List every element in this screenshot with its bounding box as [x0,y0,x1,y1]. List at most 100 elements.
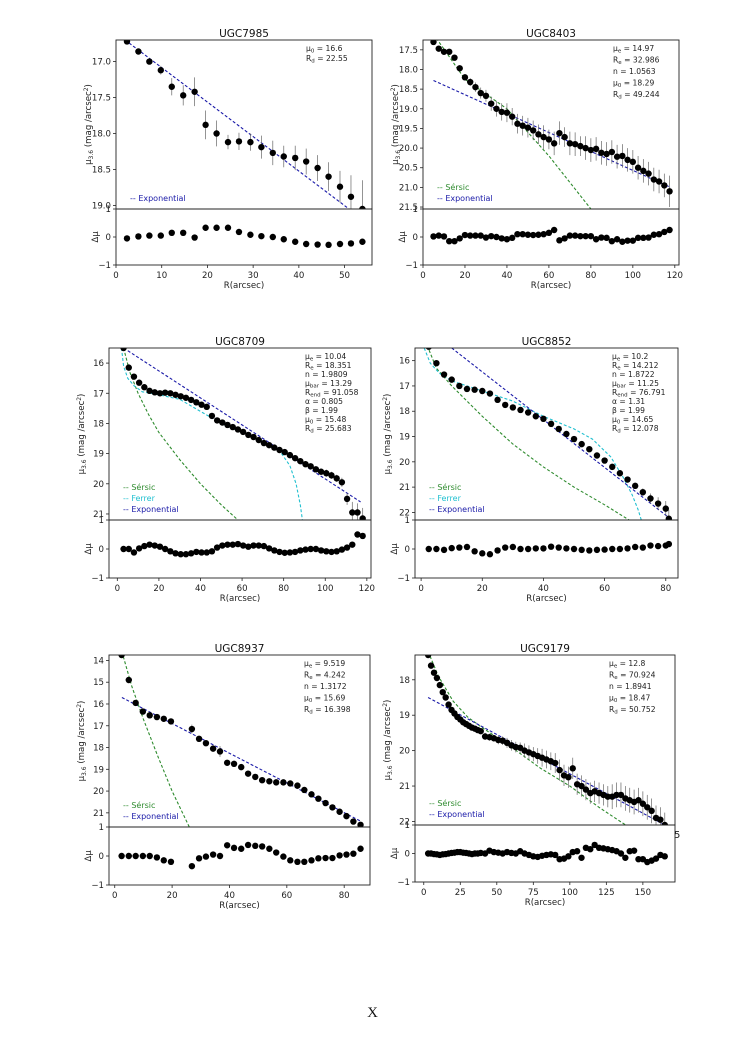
resid-y-tick-label: 1 [405,821,410,831]
fit-parameter: Re = 70.924 [609,671,656,682]
residual-point [307,545,314,553]
y-tick-label: 20.5 [399,164,418,174]
data-point [359,515,366,520]
legend-entry-srsic: -- Sérsic [429,482,461,492]
data-point [125,364,132,371]
data-point [445,701,452,708]
resid-y-tick-label: 0 [99,545,104,555]
residual-point [629,237,637,244]
x-tick-label: 50 [339,271,350,281]
residual-point [550,226,558,234]
residual-point [297,547,304,554]
data-point [593,452,601,459]
x-tick-label: 20 [167,891,178,901]
y-tick-label: 18.0 [92,129,111,139]
legend-entry-exponential: -- Exponential [123,505,179,514]
x-tick-label: 100 [317,584,333,594]
residual-point [120,545,127,553]
residual-point [472,232,479,239]
residual-point [603,234,610,242]
data-point [146,58,153,65]
residual-point [188,862,196,870]
residual-point [213,224,220,231]
data-point [555,425,562,433]
data-point [292,154,299,162]
data-points [120,348,366,520]
data-point [198,401,205,408]
data-point [354,509,361,516]
data-point [427,662,435,669]
residual-point [146,852,153,860]
data-point [250,433,257,441]
x-axis-label: R(arcsec) [531,281,572,291]
y-tick-label: 18 [399,676,410,686]
residual-point [655,231,663,238]
data-point [247,138,254,146]
residual-point [640,234,647,242]
data-point [545,136,553,143]
data-point [509,404,517,411]
residual-axis-label: Δμ [84,850,94,862]
residual-point [650,231,658,238]
y-tick-label: 17.0 [92,58,111,68]
data-point [213,130,220,137]
data-point [430,669,438,676]
data-point [519,122,526,129]
residual-point [187,550,195,557]
residual-point [430,233,437,240]
resid-y-tick-label: −1 [405,261,418,271]
data-point [498,108,505,116]
data-point [624,476,631,483]
data-point [494,396,501,404]
x-tick-label: 0 [113,271,118,281]
residual-point [230,844,238,852]
data-point [258,776,266,784]
y-tick-label: 17.5 [92,94,111,104]
y-tick-label: 18.0 [399,65,418,75]
x-tick-label: 25 [455,888,466,898]
residual-point [156,543,164,550]
data-point [120,348,127,352]
residual-point [529,231,537,239]
data-point [191,88,198,95]
data-point [328,472,335,479]
x-tick-label: 40 [195,584,206,594]
data-point [151,389,158,396]
x-tick-label: 80 [660,584,671,594]
residual-point [234,540,242,548]
data-point [631,482,639,490]
resid-y-tick-label: 0 [405,545,410,555]
data-point [657,816,664,823]
y-tick-label: 19 [93,450,104,460]
legend-entry-exponential: -- Exponential [429,810,485,819]
residual-point [273,849,280,856]
resid-y-tick-label: 1 [405,516,410,526]
data-point [570,435,578,443]
resid-y-tick-label: 0 [405,850,410,860]
data-point [266,778,273,785]
data-point [153,713,161,721]
data-point [477,89,484,97]
data-point [347,193,355,200]
data-point [260,439,268,447]
data-point [613,791,620,799]
y-tick-label: 19 [399,711,410,721]
data-point [619,152,626,160]
data-point [322,799,329,807]
residual-point [665,540,673,548]
stray-tick-mark: 5 [674,830,681,841]
residual-point [479,550,486,557]
residual-points [430,226,673,245]
residual-point [238,845,245,852]
data-point [446,48,453,55]
data-point [655,178,663,185]
residual-point [244,841,252,849]
fit-parameter: μ0 = 14.65 [612,415,653,426]
fit-parameter: Rend = 91.058 [305,388,359,399]
residual-point [446,238,453,245]
data-point [146,387,153,395]
x-tick-label: 60 [599,584,610,594]
residual-point [593,546,601,554]
